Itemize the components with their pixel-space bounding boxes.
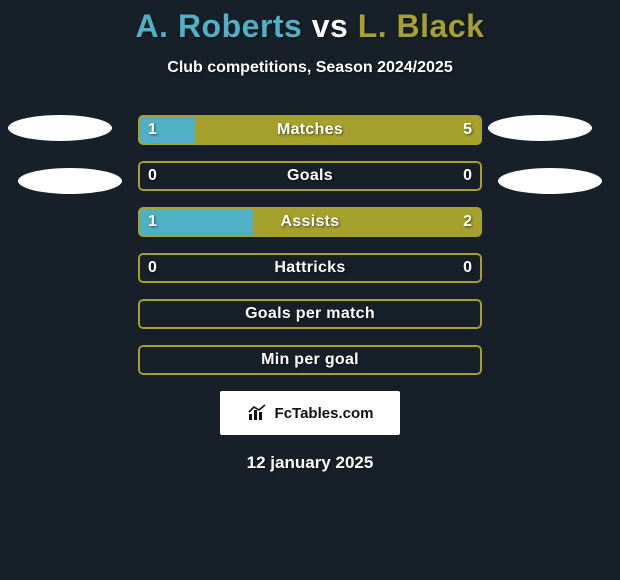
stat-row: 00Hattricks <box>138 253 482 283</box>
subtitle: Club competitions, Season 2024/2025 <box>0 59 620 77</box>
stat-label: Goals <box>138 161 482 191</box>
stat-row: Goals per match <box>138 299 482 329</box>
comparison-title: A. Roberts vs L. Black <box>0 0 620 45</box>
stat-label: Min per goal <box>138 345 482 375</box>
stat-row: 12Assists <box>138 207 482 237</box>
stat-row: 00Goals <box>138 161 482 191</box>
stat-label: Assists <box>138 207 482 237</box>
player1-name: A. Roberts <box>136 8 303 44</box>
stat-label: Goals per match <box>138 299 482 329</box>
decor-ellipse <box>8 115 112 141</box>
stat-label: Hattricks <box>138 253 482 283</box>
player2-name: L. Black <box>358 8 485 44</box>
vs-text: vs <box>312 8 349 44</box>
stat-label: Matches <box>138 115 482 145</box>
decor-ellipse <box>18 168 122 194</box>
stat-row: Min per goal <box>138 345 482 375</box>
stat-rows: 15Matches 00Goals 12Assists 00Hattricks Goal… <box>138 115 482 375</box>
chart-stage: 15Matches 00Goals 12Assists 00Hattricks Goal… <box>0 115 620 375</box>
decor-ellipse <box>488 115 592 141</box>
chart-icon <box>247 404 269 422</box>
date-text: 12 january 2025 <box>0 453 620 473</box>
badge-text: FcTables.com <box>275 405 374 422</box>
source-badge: FcTables.com <box>220 391 400 435</box>
decor-ellipse <box>498 168 602 194</box>
stat-row: 15Matches <box>138 115 482 145</box>
